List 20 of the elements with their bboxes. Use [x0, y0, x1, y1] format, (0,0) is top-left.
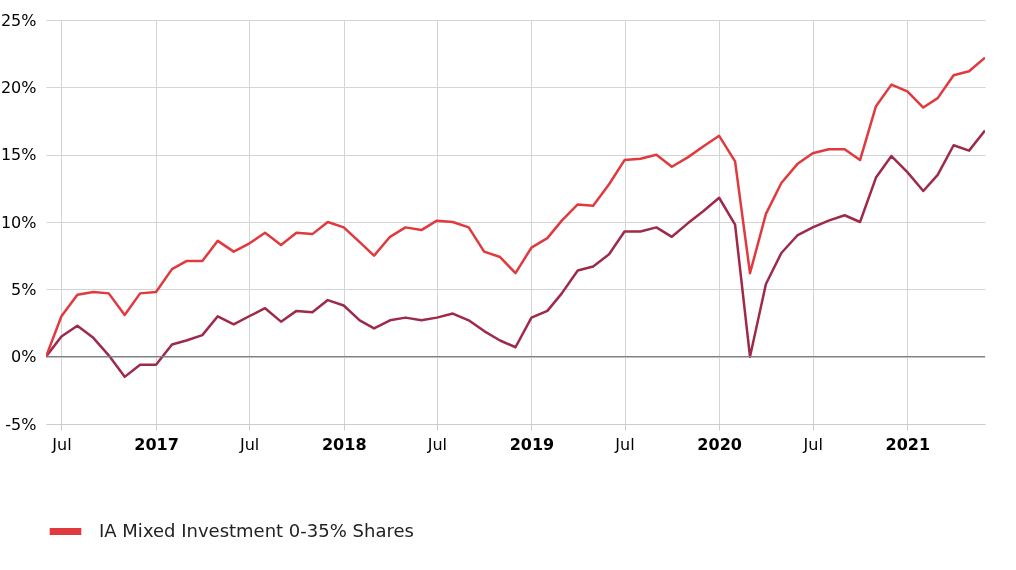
- y-tick-label: 10%: [0, 212, 37, 232]
- y-tick-label: 25%: [0, 10, 37, 30]
- y-tick-label: 20%: [0, 77, 37, 97]
- line-series: [46, 56, 985, 358]
- x-tick-label: Jul: [426, 434, 447, 454]
- y-tick-label: 0%: [11, 347, 37, 367]
- x-tick-label: Jul: [238, 434, 260, 454]
- legend-label: IA Mixed Investment 0-35% Shares: [99, 519, 414, 541]
- x-tick-label: Jul: [802, 434, 823, 454]
- y-tick-label: 5%: [11, 279, 37, 299]
- x-tick-label: Jul: [51, 434, 72, 454]
- y-tick-label: -5%: [5, 414, 37, 434]
- x-tick-label: Jul: [614, 434, 635, 454]
- x-tick-label: 2021: [885, 434, 931, 454]
- x-tick-label: 2018: [321, 434, 367, 454]
- x-tick-label: 2020: [697, 434, 742, 454]
- y-tick-label: 15%: [0, 145, 37, 165]
- line-series: [46, 129, 985, 379]
- x-tick-label: 2019: [509, 434, 555, 454]
- x-tick-label: 2017: [134, 434, 179, 454]
